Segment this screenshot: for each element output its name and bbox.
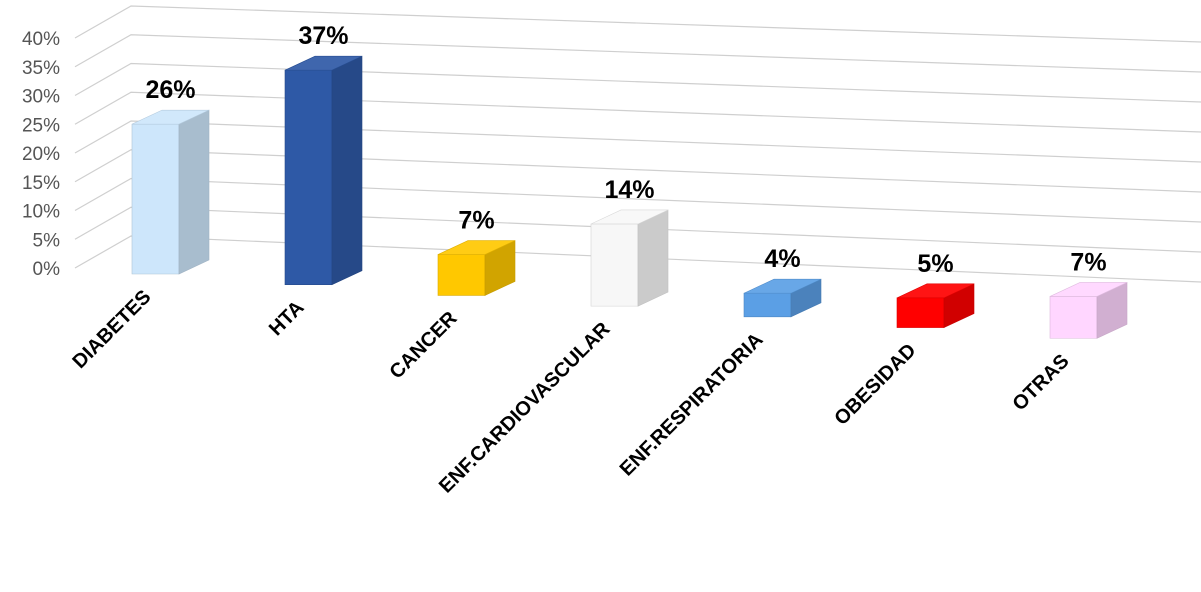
bar-top	[896, 283, 975, 299]
bar-front	[437, 254, 486, 296]
data-label: 4%	[764, 245, 800, 273]
bar-side	[331, 55, 363, 286]
category-label: HTA	[265, 297, 309, 341]
data-label: 26%	[145, 76, 195, 104]
gridline	[74, 235, 1201, 283]
gridline	[74, 206, 1201, 253]
bar-top	[1049, 282, 1128, 297]
bar-obesidad	[896, 283, 975, 329]
bar-front	[284, 69, 333, 286]
y-tick-label: 15%	[22, 173, 60, 194]
bar-front	[131, 123, 180, 275]
gridline	[74, 5, 1201, 43]
gridline	[74, 120, 1201, 163]
data-label: 7%	[1070, 248, 1106, 276]
y-tick-label: 10%	[22, 202, 60, 223]
bar-front	[743, 292, 792, 318]
y-tick-label: 0%	[33, 259, 61, 280]
bar-front	[896, 297, 945, 328]
value-labels: 26% 37% 7% 14% 4% 5% 7%	[145, 22, 1106, 278]
y-tick-label: 5%	[33, 230, 61, 251]
bar-diabetes	[131, 109, 210, 275]
y-tick-label: 25%	[22, 115, 60, 136]
bar-front	[590, 223, 639, 307]
data-label: 14%	[604, 176, 654, 204]
bar-top	[131, 109, 210, 125]
gridline	[74, 34, 1201, 73]
bar-top	[437, 240, 516, 255]
bar-hta	[284, 55, 363, 286]
category-label: OBESIDAD	[830, 340, 920, 430]
bar-side	[637, 209, 669, 307]
bar-enf-respiratoria	[743, 278, 822, 318]
bar-top	[590, 209, 669, 225]
gridline	[74, 149, 1201, 193]
bar-otras	[1049, 281, 1128, 339]
data-label: 5%	[917, 250, 953, 278]
y-tick-label: 40%	[22, 29, 60, 50]
y-tick-label: 35%	[22, 58, 60, 79]
bar-top	[743, 278, 822, 294]
bars	[131, 55, 1128, 339]
category-label: CANCER	[385, 307, 461, 383]
y-tick-label: 30%	[22, 87, 60, 108]
category-label: ENF.RESPIRATORIA	[616, 329, 768, 481]
category-label: DIABETES	[68, 286, 155, 373]
data-label: 37%	[298, 22, 348, 50]
category-label: OTRAS	[1008, 350, 1073, 415]
gridline	[74, 62, 1201, 103]
y-axis-ticks: 0% 5% 10% 15% 20% 25% 30% 35% 40%	[22, 29, 60, 280]
bar-top	[284, 55, 363, 71]
data-label: 7%	[458, 207, 494, 235]
bar-cancer	[437, 240, 516, 296]
gridline	[74, 177, 1201, 223]
category-label: ENF.CARDIOVASCULAR	[435, 318, 615, 498]
bar-side	[178, 109, 210, 275]
gridlines	[74, 5, 1201, 283]
gridline	[74, 91, 1201, 133]
bar-enf-cardiovascular	[590, 209, 669, 307]
bar-front	[1049, 296, 1098, 339]
y-tick-label: 20%	[22, 144, 60, 165]
